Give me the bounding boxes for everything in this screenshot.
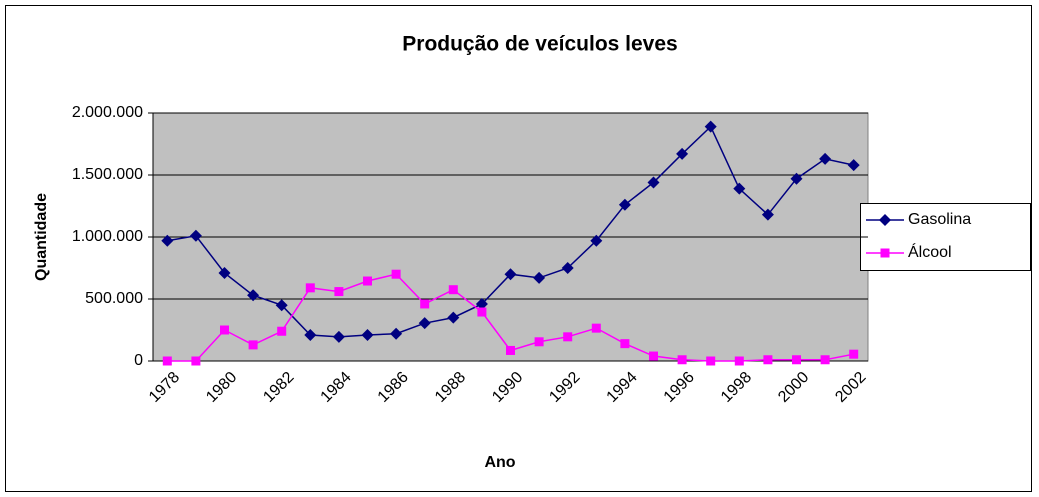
x-axis-title: Ano: [484, 454, 515, 471]
y-tick-label: 0: [134, 352, 143, 369]
data-point: [304, 328, 317, 341]
data-point: [506, 345, 515, 355]
data-point: [447, 311, 460, 324]
data-point: [706, 356, 716, 366]
data-point: [391, 269, 401, 279]
data-point: [420, 299, 430, 309]
data-point: [649, 351, 658, 361]
y-axis-title: Quantidade: [33, 193, 50, 281]
data-point: [704, 120, 717, 133]
data-point: [504, 268, 517, 281]
data-point: [448, 285, 458, 295]
data-point: [275, 299, 288, 312]
data-point: [677, 355, 687, 365]
legend-marker: [879, 214, 891, 226]
data-point: [361, 328, 374, 341]
data-point: [161, 234, 174, 247]
data-point: [334, 287, 344, 297]
data-point: [790, 172, 803, 185]
data-point: [849, 349, 859, 359]
data-point: [533, 271, 546, 284]
legend-label: Álcool: [908, 242, 952, 261]
data-point: [162, 356, 172, 366]
y-tick-label: 2.000.000: [72, 104, 143, 121]
data-point: [591, 323, 601, 333]
data-point: [820, 355, 830, 365]
data-point: [305, 283, 315, 293]
data-point: [277, 326, 287, 336]
data-point: [477, 307, 487, 317]
data-point: [363, 276, 372, 286]
data-point: [763, 355, 773, 365]
data-point: [189, 229, 202, 242]
data-point: [220, 325, 229, 335]
data-point: [390, 327, 403, 340]
data-point: [734, 356, 744, 366]
data-point: [247, 289, 260, 302]
data-point: [647, 176, 660, 189]
legend-box: [860, 203, 1031, 271]
data-point: [676, 147, 689, 160]
data-point: [475, 297, 488, 310]
data-point: [534, 337, 544, 347]
y-tick-label: 1.000.000: [72, 228, 143, 245]
legend-label: Gasolina: [908, 211, 971, 228]
data-point: [590, 234, 603, 247]
y-tick-label: 500.000: [85, 290, 143, 307]
legend-marker: [880, 248, 890, 258]
data-point: [618, 198, 631, 211]
data-point: [847, 159, 860, 172]
data-point: [733, 182, 746, 195]
data-point: [418, 317, 431, 330]
data-point: [563, 332, 573, 342]
data-point: [561, 262, 574, 274]
data-point: [819, 152, 832, 165]
data-point: [191, 356, 201, 366]
data-point: [620, 339, 630, 349]
data-point: [218, 266, 231, 279]
data-point: [761, 208, 774, 221]
data-point: [332, 330, 345, 343]
chart-title: Produção de veículos leves: [402, 33, 677, 56]
data-point: [792, 355, 801, 365]
y-tick-label: 1.500.000: [72, 166, 143, 183]
data-point: [248, 340, 258, 350]
